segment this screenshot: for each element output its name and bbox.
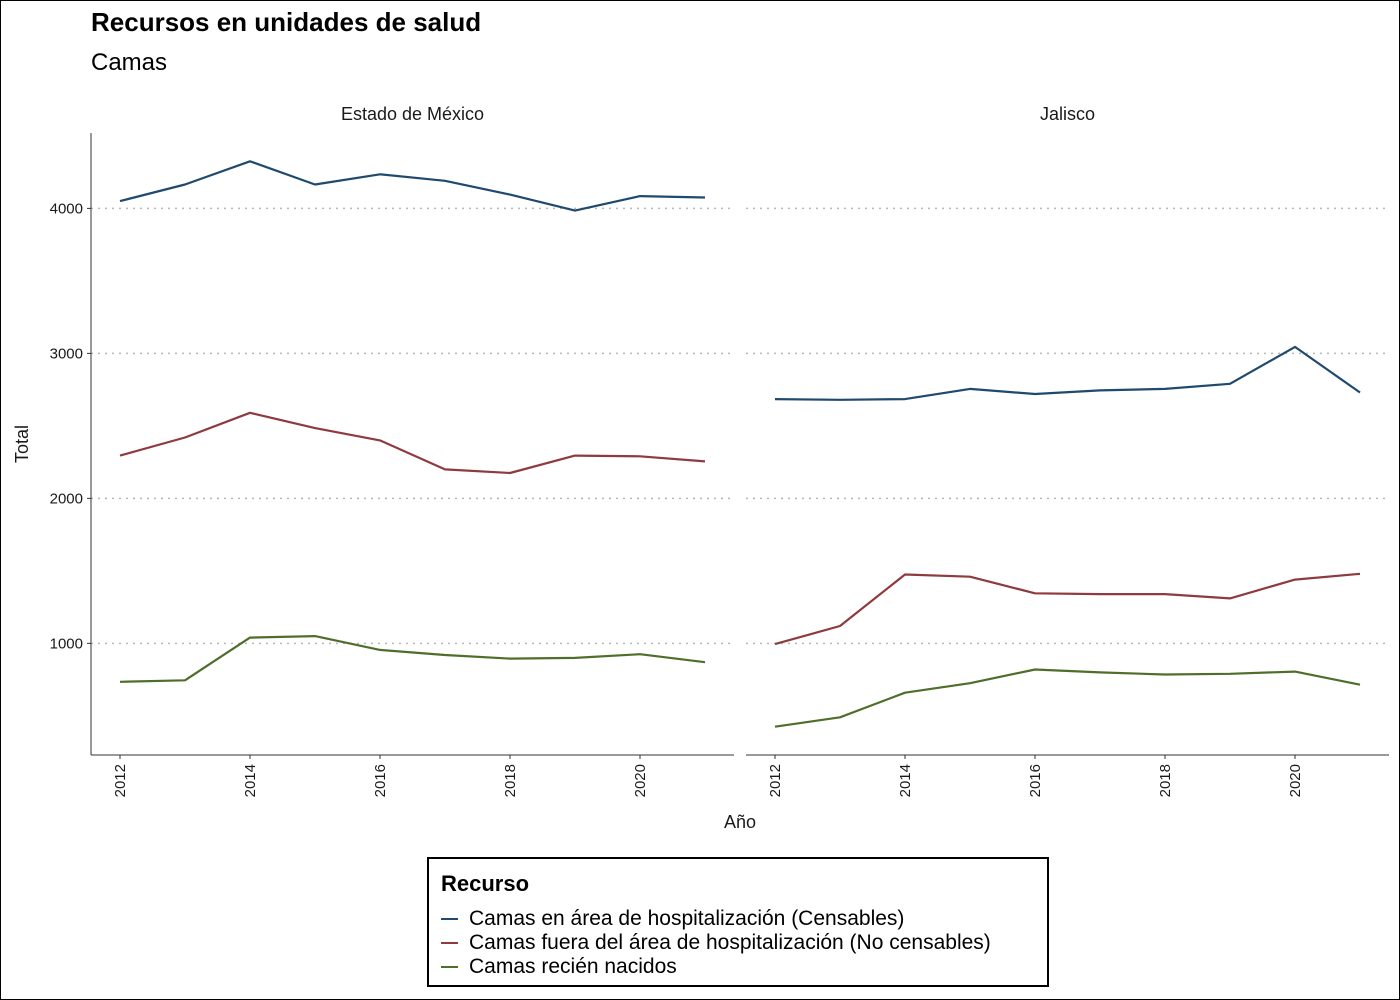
x-tick-label: 2016 [1027,764,1044,797]
facet-label: Estado de México [341,104,484,124]
x-tick-label: 2012 [767,764,784,797]
series-line [119,411,706,475]
legend-title: Recurso [441,871,530,896]
facet-line-chart: 1000 2000 3000 4000 2012 2014 2016 2018 2020 Esta… [12,104,1389,832]
legend-key-no-censables [441,942,458,944]
legend-label-no-censables: Camas fuera del área de hospitalización … [469,931,991,954]
y-tick-label: 4000 [50,200,83,217]
legend-item-no-censables: Camas fuera del área de hospitalización … [441,931,991,955]
y-tick-label: 3000 [50,345,83,362]
legend-key-recien-nacidos [441,966,458,968]
x-axis-title: Año [724,812,756,832]
series-line [774,345,1361,401]
series-line [119,160,706,212]
y-tick-label: 1000 [50,635,83,652]
chart-title: Recursos en unidades de salud [91,7,482,37]
y-axis-title: Total [12,425,32,463]
series-line [119,634,706,683]
x-tick-label: 2020 [632,764,649,797]
chart-subtitle: Camas [91,49,168,76]
x-tick-label: 2016 [372,764,389,797]
legend-item-recien-nacidos: Camas recién nacidos [441,955,677,979]
legend-key-censables [441,918,458,920]
x-tick-label: 2020 [1287,764,1304,797]
x-tick-label: 2012 [112,764,129,797]
series-line [774,668,1361,728]
x-tick-label: 2014 [242,764,259,797]
series-line [774,572,1361,646]
legend-label-censables: Camas en área de hospitalización (Censab… [469,907,905,930]
x-tick-label: 2014 [897,764,914,797]
y-tick-label: 2000 [50,490,83,507]
legend: Recurso Camas en área de hospitalización… [427,857,1049,987]
facet-label: Jalisco [1040,104,1095,124]
x-tick-label: 2018 [502,764,519,797]
legend-label-recien-nacidos: Camas recién nacidos [469,955,677,978]
x-tick-label: 2018 [1157,764,1174,797]
legend-item-censables: Camas en área de hospitalización (Censab… [441,907,904,931]
